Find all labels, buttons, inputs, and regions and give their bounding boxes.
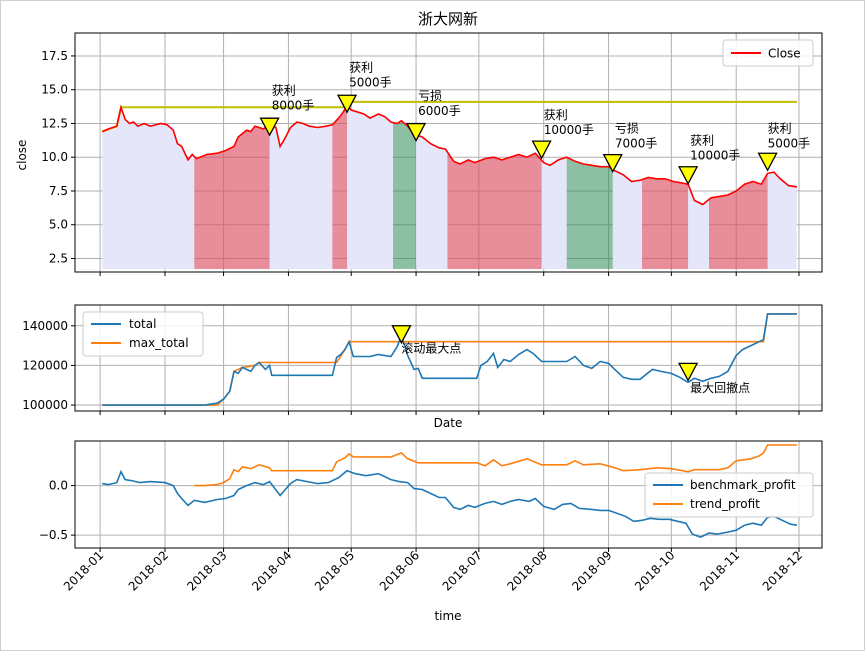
annotation-line2: 7000手 (615, 136, 658, 150)
idle-region (347, 105, 394, 269)
y-tick-label: 100000 (22, 398, 68, 412)
legend-max-total-label: max_total (129, 336, 189, 350)
profit-axes-frame (74, 440, 823, 549)
legend-benchmark-profit-label: benchmark_profit (690, 478, 796, 492)
drawdown-annotation: 滚动最大点 (401, 341, 461, 356)
profit-legend: benchmark_profit trend_profit (644, 472, 814, 518)
time-x-axis-label: time (434, 609, 461, 623)
trade-marker-triangle (678, 166, 699, 186)
trade-marker-triangle (336, 94, 358, 114)
drawdown-marker-triangle (678, 362, 699, 382)
equity-legend: total max_total (82, 311, 204, 357)
annotation-line2: 5000手 (349, 76, 392, 90)
y-tick-label: 15.0 (41, 83, 68, 97)
series-line-benchmark-profit (102, 469, 798, 538)
annotation-line2: 5000手 (768, 136, 811, 150)
annotation-line2: 8000手 (272, 99, 315, 113)
price-legend-box (722, 39, 814, 67)
trade-marker-triangle (602, 153, 623, 174)
y-tick-label: 7.5 (49, 184, 68, 198)
profit-series (102, 444, 798, 538)
annotation-line1: 获利 (272, 84, 296, 98)
y-tick-label: 120000 (22, 358, 68, 372)
y-tick-label: −0.5 (39, 528, 68, 542)
price-y-ticks: 2.5 5.0 7.5 10.0 12.5 15.0 17.5 (41, 49, 75, 265)
price-y-axis-label: close (15, 140, 29, 171)
y-tick-label: 17.5 (41, 49, 68, 63)
annotation-line1: 获利 (544, 108, 568, 122)
price-axes-frame (74, 32, 823, 273)
trade-markers (259, 94, 778, 186)
y-tick-label: 5.0 (49, 218, 68, 232)
annotation-line1: 亏损 (615, 121, 639, 135)
y-tick-label: 2.5 (49, 251, 68, 265)
equity-x-axis-label: Date (434, 416, 463, 430)
chart-title: 浙大网新 (418, 10, 478, 28)
profit-legend-box (644, 472, 814, 518)
annotation-line2: 10000手 (544, 123, 594, 137)
trade-marker-triangle (259, 117, 280, 137)
legend-total-label: total (129, 317, 156, 331)
series-line-trend-profit (194, 444, 797, 487)
annotation-line1: 亏损 (418, 89, 442, 103)
annotation-line2: 6000手 (418, 104, 461, 118)
equity-axes-frame (74, 304, 823, 412)
annotation-line1: 获利 (768, 121, 792, 135)
y-tick-label: 10.0 (41, 150, 68, 164)
close-series-line (101, 104, 798, 206)
series-line-total (102, 313, 797, 406)
equity-y-ticks: 100000 120000 140000 (22, 319, 75, 412)
y-tick-label: 140000 (22, 319, 68, 333)
equity-series (102, 313, 797, 406)
annotation-line1: 获利 (349, 61, 373, 75)
legend-trend-profit-label: trend_profit (690, 497, 760, 511)
drawdown-marker-triangle (391, 325, 412, 345)
y-tick-label: 12.5 (41, 116, 68, 130)
annotation-line2: 10000手 (690, 149, 740, 163)
trade-marker-triangle (757, 152, 778, 172)
drawdown-annotation: 最大回撤点 (690, 380, 750, 395)
equity-markers (391, 325, 699, 382)
y-tick-label: 0.0 (49, 479, 68, 493)
annotation-line1: 获利 (690, 134, 714, 148)
price-legend: Close (722, 39, 814, 67)
profit-hold-region (332, 105, 348, 269)
trade-marker-triangle (405, 122, 427, 142)
legend-close-label: Close (768, 47, 801, 61)
trade-marker-triangle (531, 140, 552, 160)
loss-hold-region (393, 105, 417, 269)
profit-y-ticks: 0.0 −0.5 (39, 479, 75, 542)
